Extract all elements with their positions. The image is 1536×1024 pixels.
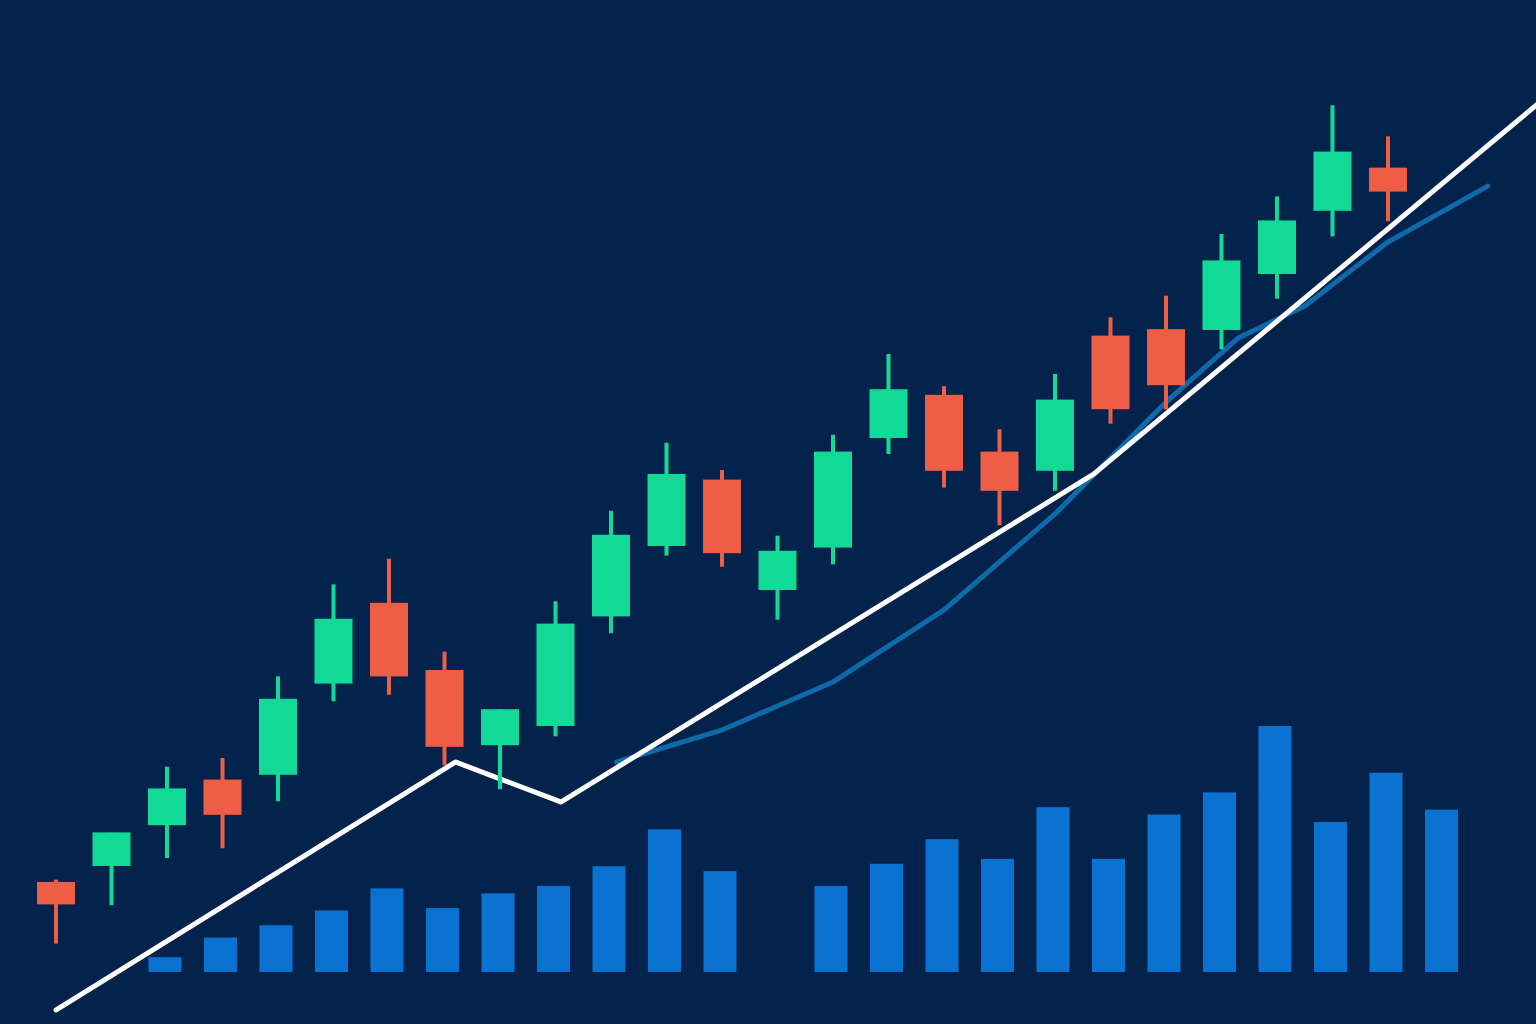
candle-body — [980, 451, 1019, 491]
candle-body — [1202, 260, 1241, 330]
volume-bar — [1425, 809, 1458, 972]
candle — [370, 558, 408, 695]
candle — [1202, 234, 1241, 350]
volume-bar — [148, 957, 182, 972]
volume-bar — [204, 937, 237, 972]
candle — [1036, 374, 1074, 491]
candle-body — [203, 779, 242, 815]
candle-body — [869, 389, 908, 438]
candle — [1258, 196, 1296, 299]
candle — [1147, 295, 1185, 410]
volume-bar — [870, 863, 903, 972]
volume-bar — [1203, 792, 1236, 972]
volume-bar — [703, 871, 737, 972]
volume-bar — [592, 866, 626, 972]
volume-bar — [259, 925, 293, 972]
volume-bar — [1092, 858, 1125, 972]
candle-body — [1091, 335, 1130, 410]
candle — [703, 470, 741, 567]
candle — [481, 709, 519, 790]
candle-body — [758, 550, 797, 590]
volume-bar — [1036, 807, 1070, 972]
candle — [148, 766, 186, 858]
volume-bar — [370, 888, 404, 972]
candle — [37, 879, 75, 944]
candle-body — [814, 451, 852, 548]
candle-body — [703, 479, 741, 554]
volume-bar — [315, 910, 348, 972]
candle-body — [592, 534, 630, 617]
candle-body — [1369, 167, 1407, 192]
candle — [980, 429, 1019, 526]
candles — [37, 105, 1407, 944]
candle — [1369, 136, 1407, 222]
candle — [203, 758, 242, 849]
candle-body — [536, 623, 575, 726]
candle-body — [259, 698, 297, 775]
candle — [314, 584, 353, 702]
candle — [647, 442, 686, 556]
volume-bar — [925, 839, 959, 972]
candle — [536, 601, 575, 737]
candle — [92, 832, 131, 906]
volume-bar — [1314, 821, 1347, 972]
volume-bar — [1369, 772, 1403, 972]
volume-bar — [1147, 814, 1181, 972]
candle-body — [1147, 329, 1185, 386]
volume-bar — [1258, 726, 1292, 972]
volume-bars — [148, 726, 1458, 972]
volume-bar — [481, 893, 515, 972]
candle — [1091, 317, 1130, 424]
overlay-lines — [53, 102, 1536, 1013]
trend-line — [53, 102, 1536, 1013]
candle — [259, 676, 297, 802]
candle-body — [314, 618, 353, 684]
candle — [592, 510, 630, 634]
candle — [814, 434, 852, 565]
candle — [425, 651, 464, 766]
candle — [869, 354, 908, 454]
volume-bar — [981, 858, 1014, 972]
candle-body — [1036, 399, 1074, 471]
volume-bar — [648, 829, 681, 972]
candle-body — [1258, 220, 1296, 274]
candle-body — [37, 882, 75, 905]
volume-bar — [537, 885, 570, 972]
candle-body — [425, 670, 464, 747]
volume-bar — [426, 908, 459, 972]
candle — [925, 386, 963, 488]
candle-body — [370, 602, 408, 677]
candle-body — [925, 394, 963, 471]
candle-body — [1313, 151, 1352, 211]
candle-body — [647, 474, 686, 546]
candle-body — [92, 832, 131, 866]
candle — [758, 535, 797, 620]
candle-body — [148, 788, 186, 826]
candle — [1313, 105, 1352, 237]
candle-body — [481, 709, 519, 746]
volume-bar — [814, 885, 848, 972]
